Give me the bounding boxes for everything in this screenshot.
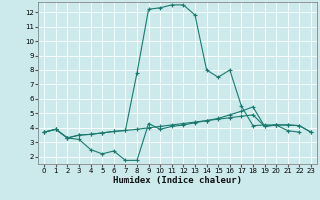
X-axis label: Humidex (Indice chaleur): Humidex (Indice chaleur) [113,176,242,185]
